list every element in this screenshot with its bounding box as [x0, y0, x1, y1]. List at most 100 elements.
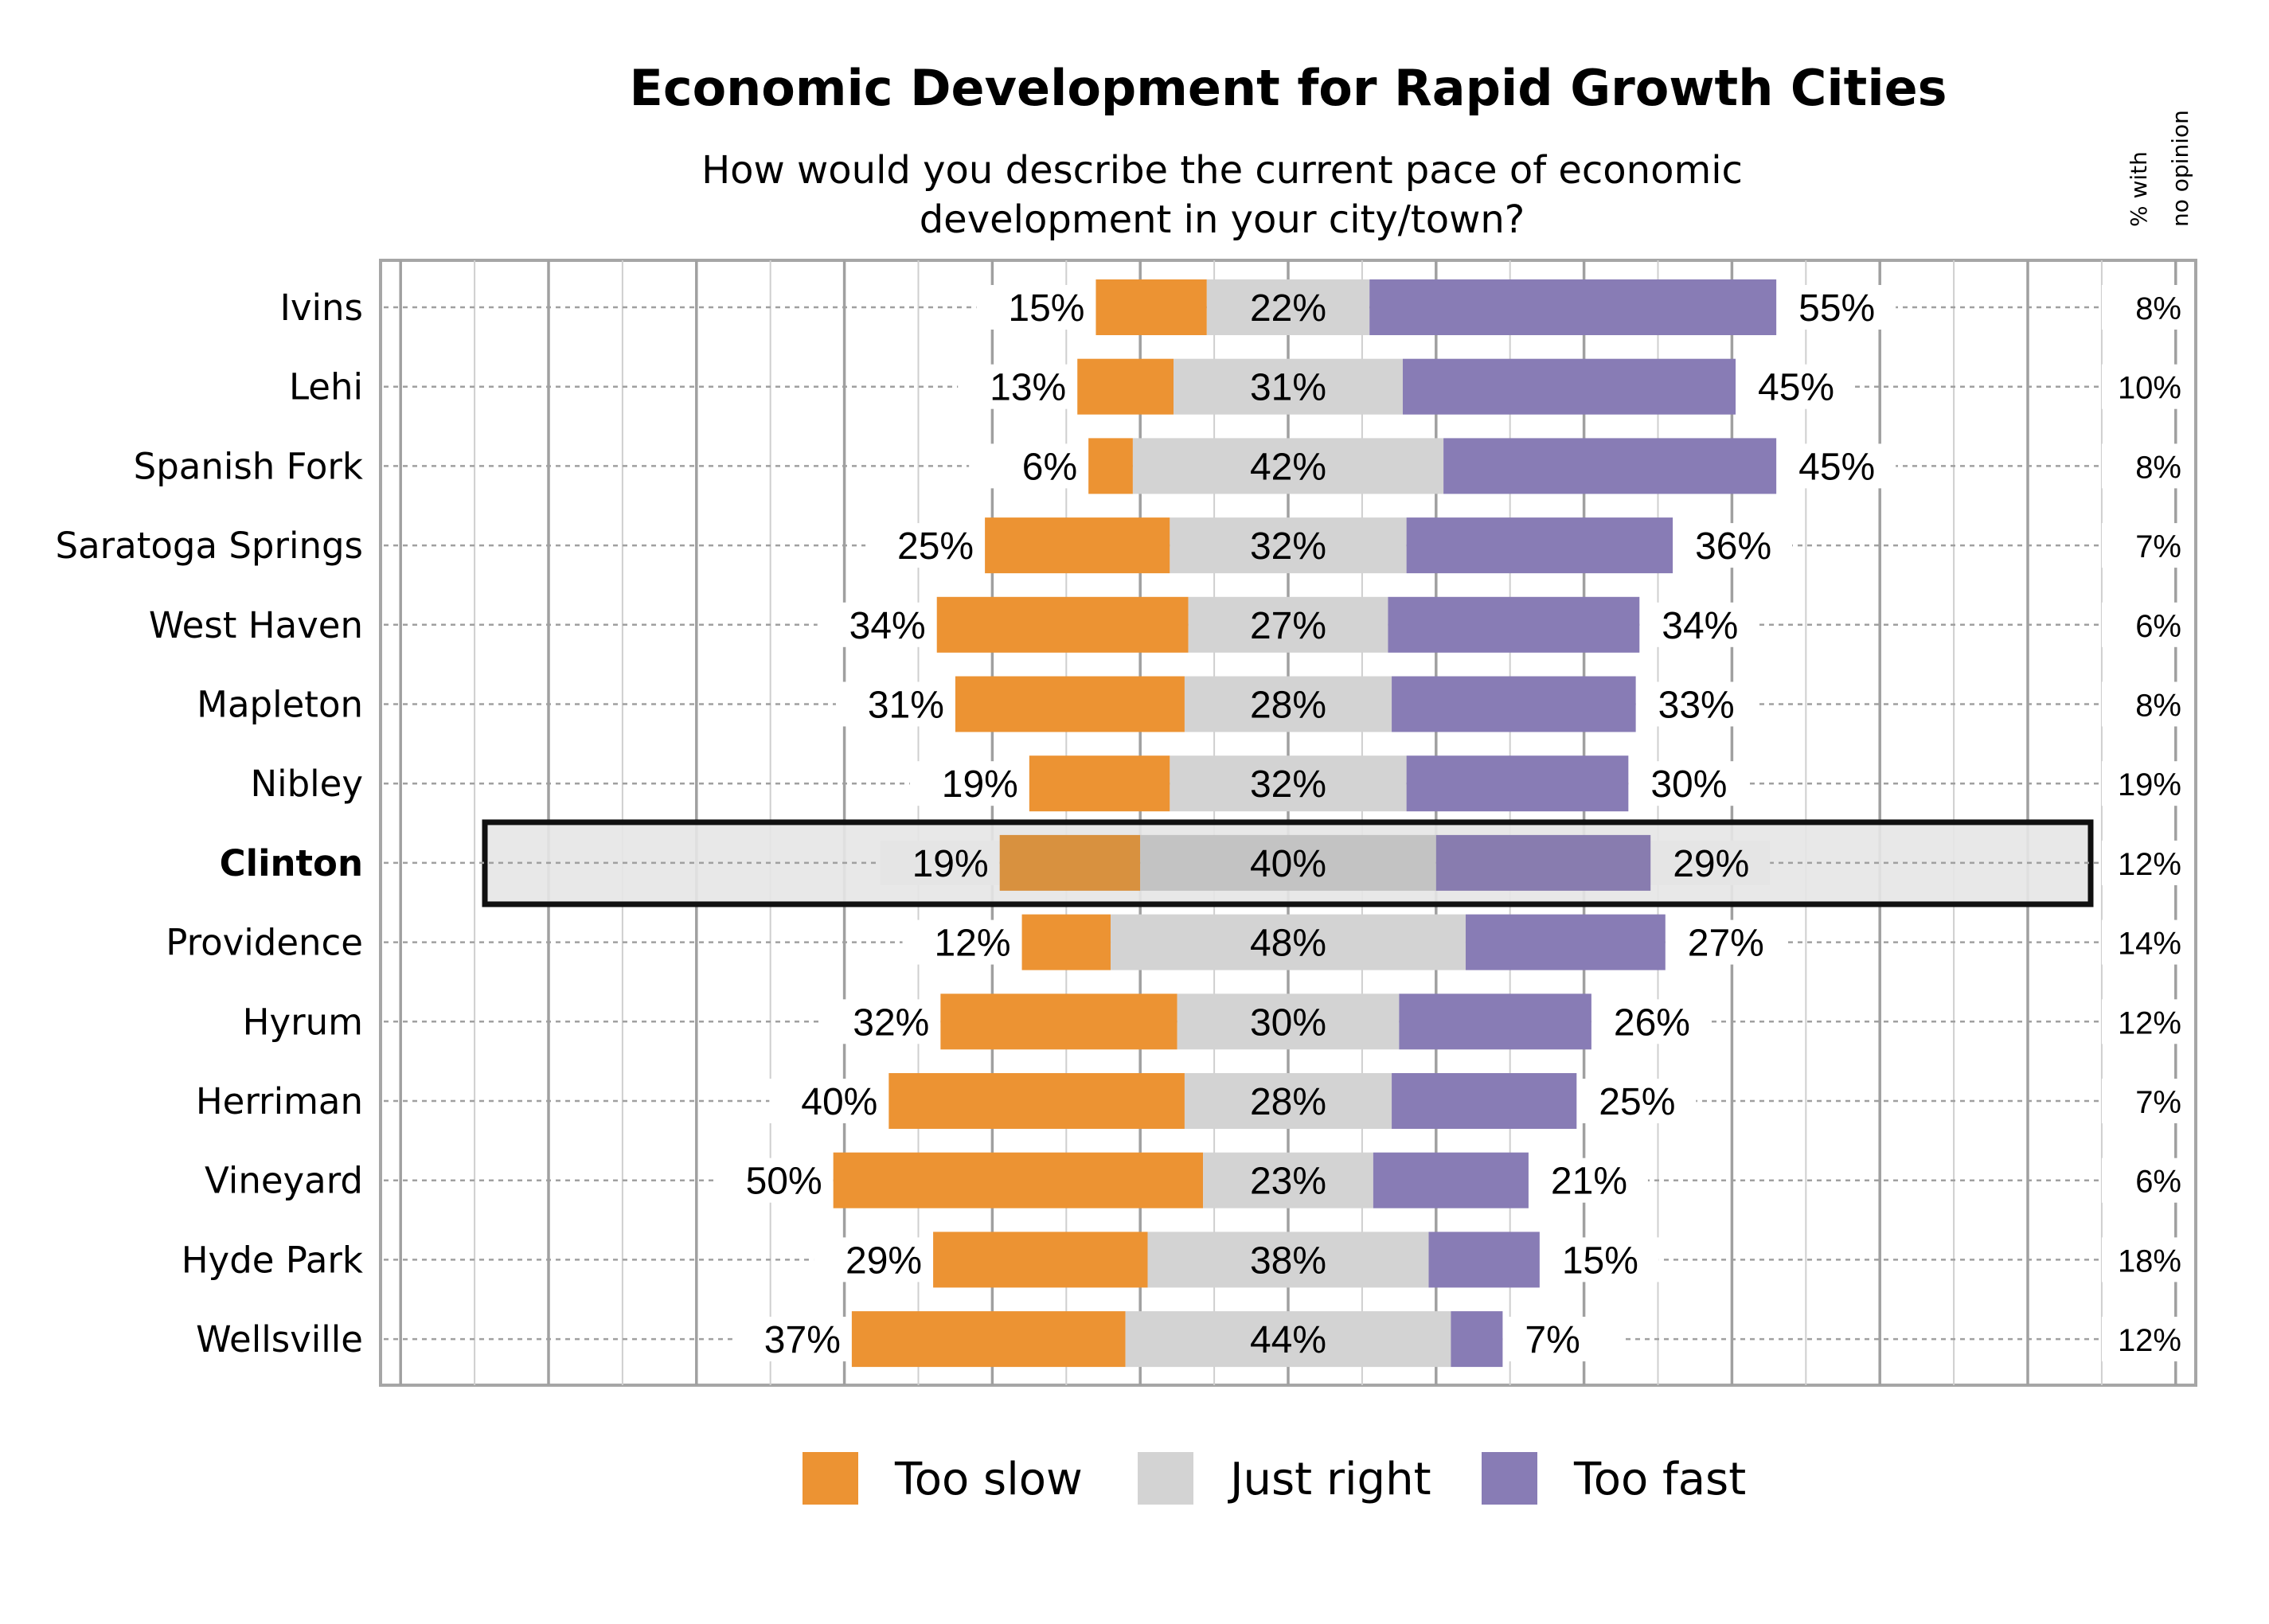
label-no-opinion: 19% [2118, 767, 2181, 802]
bar-too-slow [833, 1152, 1204, 1208]
category-label: Herriman [196, 1080, 363, 1122]
bar-too-slow [999, 834, 1141, 891]
label-backdrop [2102, 443, 2193, 489]
bar-too-fast [1443, 438, 1777, 494]
bar-too-fast [1392, 676, 1636, 732]
label-too-slow: 19% [942, 763, 1018, 806]
category-label: Hyrum [243, 1001, 363, 1043]
category-label: Saratoga Springs [56, 525, 364, 567]
category-label: Vineyard [205, 1160, 363, 1202]
bar-just-right [1170, 755, 1407, 812]
label-no-opinion: 8% [2135, 291, 2181, 326]
category-label: Lehi [289, 366, 363, 408]
label-backdrop [1628, 761, 1748, 806]
label-backdrop [1591, 999, 1711, 1044]
label-backdrop [2102, 1237, 2193, 1282]
label-backdrop [1650, 840, 1771, 885]
bar-too-slow [888, 1073, 1185, 1129]
category-label: Hyde Park [182, 1239, 363, 1281]
label-backdrop [1776, 285, 1896, 330]
label-too-fast: 26% [1614, 1001, 1690, 1044]
bar-just-right [1206, 279, 1370, 335]
bar-too-fast [1388, 596, 1640, 653]
bar-just-right [1140, 834, 1436, 891]
label-backdrop [1736, 364, 1856, 409]
legend-label: Too slow [894, 1454, 1083, 1505]
label-backdrop [1639, 602, 1759, 647]
chart-title: Economic Development for Rapid Growth Ci… [629, 59, 1947, 117]
label-just-right: 40% [1250, 843, 1326, 885]
bar-too-slow [1088, 438, 1133, 494]
label-just-right: 44% [1250, 1319, 1326, 1361]
bar-just-right [1147, 1232, 1429, 1288]
label-backdrop [2102, 602, 2193, 647]
category-label: West Haven [149, 604, 363, 646]
label-too-slow: 29% [846, 1239, 922, 1282]
bar-too-fast [1406, 755, 1629, 812]
label-backdrop [2102, 919, 2193, 965]
category-label: Providence [166, 922, 363, 964]
legend-swatch-too-slow [803, 1452, 858, 1505]
label-just-right: 28% [1250, 1081, 1326, 1123]
label-backdrop [814, 1237, 934, 1282]
label-no-opinion: 18% [2118, 1243, 2181, 1279]
label-too-fast: 34% [1662, 605, 1738, 647]
label-backdrop [2102, 681, 2193, 727]
label-backdrop [1776, 443, 1896, 489]
category-label: Wellsville [196, 1318, 363, 1360]
bar-just-right [1174, 358, 1403, 415]
label-just-right: 28% [1250, 685, 1326, 727]
label-backdrop [958, 364, 1078, 409]
label-just-right: 32% [1250, 763, 1326, 806]
label-no-opinion: 7% [2135, 529, 2181, 564]
category-label: Spanish Fork [134, 445, 363, 487]
chart-subtitle-line: How would you describe the current pace … [701, 148, 1743, 193]
label-backdrop [1665, 919, 1785, 965]
bar-just-right [1184, 1073, 1392, 1129]
bar-too-fast [1428, 1232, 1540, 1288]
bar-just-right [1170, 517, 1407, 574]
bar-too-slow [985, 517, 1170, 574]
label-backdrop [713, 1157, 834, 1203]
bar-too-fast [1406, 517, 1673, 574]
label-backdrop [2102, 761, 2193, 806]
label-backdrop [1635, 681, 1755, 727]
label-too-fast: 45% [1798, 446, 1875, 488]
label-too-fast: 7% [1525, 1319, 1580, 1361]
label-just-right: 42% [1250, 446, 1326, 488]
label-backdrop [2102, 285, 2193, 330]
label-backdrop [1576, 1079, 1697, 1123]
label-just-right: 31% [1250, 367, 1326, 409]
bar-too-fast [1373, 1152, 1529, 1208]
bar-too-slow [933, 1232, 1148, 1288]
category-label: Nibley [250, 763, 363, 805]
category-label: Mapleton [197, 684, 363, 726]
label-no-opinion: 14% [2118, 927, 2181, 962]
bar-too-fast [1402, 358, 1736, 415]
label-backdrop [769, 1079, 889, 1123]
label-too-slow: 50% [746, 1161, 822, 1203]
label-no-opinion: 12% [2118, 1323, 2181, 1358]
bar-too-slow [936, 596, 1189, 653]
label-backdrop [2102, 364, 2193, 409]
label-backdrop [732, 1317, 852, 1362]
label-too-slow: 31% [868, 685, 944, 727]
label-too-slow: 34% [849, 605, 926, 647]
label-backdrop [821, 999, 941, 1044]
no-opinion-header-line: no opinion [2167, 110, 2193, 227]
label-backdrop [2102, 1079, 2193, 1123]
label-backdrop [2102, 1157, 2193, 1203]
legend-label: Just right [1228, 1454, 1431, 1505]
label-backdrop [1539, 1237, 1659, 1282]
legend-label: Too fast [1573, 1454, 1746, 1505]
label-just-right: 22% [1250, 287, 1326, 330]
label-too-fast: 25% [1599, 1081, 1675, 1123]
bar-too-slow [955, 676, 1185, 732]
category-label: Clinton [220, 842, 363, 884]
bar-too-fast [1369, 279, 1777, 335]
bar-too-slow [940, 994, 1177, 1050]
bar-too-slow [1077, 358, 1174, 415]
label-too-fast: 33% [1658, 685, 1735, 727]
bar-just-right [1188, 596, 1388, 653]
